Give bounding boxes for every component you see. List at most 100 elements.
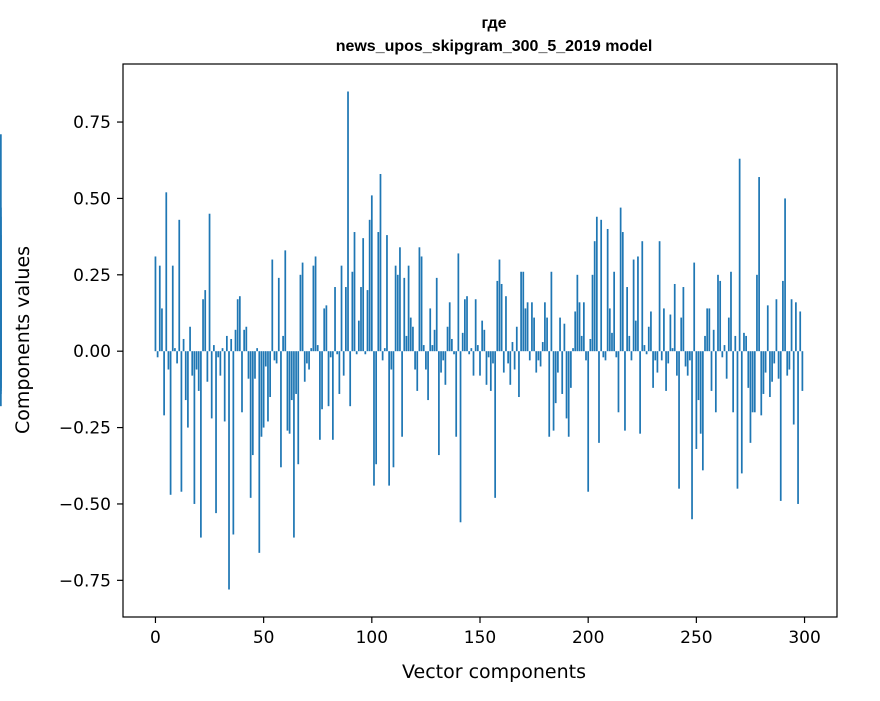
bar xyxy=(288,351,291,434)
bar xyxy=(502,351,505,373)
bar xyxy=(323,308,326,352)
bar xyxy=(238,296,241,352)
bar xyxy=(697,351,700,401)
bar xyxy=(357,320,360,352)
bar xyxy=(658,241,661,352)
bar xyxy=(676,351,678,376)
bar xyxy=(370,195,373,352)
bar xyxy=(539,351,542,367)
bar xyxy=(522,271,525,352)
bar xyxy=(520,271,522,352)
bar xyxy=(628,335,631,352)
bar xyxy=(442,351,445,361)
bar xyxy=(156,351,159,358)
bar xyxy=(290,351,293,401)
x-tick-label: 0 xyxy=(150,628,161,648)
bar xyxy=(286,351,289,431)
bar xyxy=(723,345,726,352)
bar xyxy=(736,351,739,489)
bar xyxy=(213,345,215,352)
bar xyxy=(710,351,713,391)
bar xyxy=(429,308,432,352)
bar xyxy=(215,351,217,514)
bar xyxy=(637,256,639,352)
bar xyxy=(747,351,750,388)
bar xyxy=(347,91,349,352)
bar xyxy=(219,351,222,376)
bar xyxy=(528,351,531,361)
bar xyxy=(600,219,603,352)
bar xyxy=(591,274,594,352)
bar xyxy=(632,259,635,352)
bar xyxy=(306,351,308,364)
bar xyxy=(693,262,696,352)
bar xyxy=(448,302,451,352)
bar xyxy=(509,351,512,385)
bar xyxy=(704,335,706,352)
bar xyxy=(489,351,492,391)
bar xyxy=(764,351,767,373)
x-axis-ticks: 0 50 100 150 200 250 300 xyxy=(150,617,821,648)
bar xyxy=(570,351,572,388)
bar xyxy=(691,351,693,520)
bar xyxy=(487,351,490,358)
bar-series xyxy=(0,91,804,590)
bar xyxy=(282,335,284,352)
bar xyxy=(392,351,395,468)
bar xyxy=(652,351,654,388)
bar xyxy=(572,348,574,352)
bar xyxy=(561,351,564,394)
bar xyxy=(511,342,514,352)
bar xyxy=(427,351,429,401)
bar xyxy=(466,296,468,352)
bar xyxy=(667,351,670,364)
bar xyxy=(463,299,466,352)
bar xyxy=(641,241,644,352)
x-tick-label: 250 xyxy=(680,628,712,648)
bar xyxy=(665,351,667,391)
bar xyxy=(784,198,786,352)
bar xyxy=(740,351,743,474)
bar xyxy=(461,332,464,352)
y-tick-label: 0.50 xyxy=(73,189,111,209)
bar xyxy=(738,158,741,352)
bar xyxy=(171,265,174,352)
bar xyxy=(701,351,704,471)
bar xyxy=(314,256,317,352)
x-tick-label: 100 xyxy=(356,628,388,648)
bar xyxy=(656,351,659,373)
bar xyxy=(756,274,758,352)
bar xyxy=(273,351,276,361)
bar xyxy=(433,329,436,352)
bar xyxy=(403,277,406,352)
bar xyxy=(256,348,259,352)
bar xyxy=(730,271,732,352)
bar xyxy=(760,351,763,416)
bar xyxy=(381,351,384,361)
bar xyxy=(340,265,343,352)
bar xyxy=(308,351,310,370)
bar xyxy=(615,351,618,358)
bar xyxy=(197,351,200,391)
bar xyxy=(405,335,408,352)
bar xyxy=(416,351,419,391)
bar xyxy=(267,351,269,422)
bar xyxy=(593,241,596,352)
bar xyxy=(396,274,399,352)
bar xyxy=(624,351,626,431)
bar xyxy=(191,351,194,376)
bar xyxy=(284,250,287,352)
bar xyxy=(394,265,397,352)
bar xyxy=(578,302,581,352)
bar xyxy=(505,296,507,352)
bar xyxy=(182,338,185,352)
bar xyxy=(312,265,315,352)
bar xyxy=(187,351,189,428)
bar xyxy=(745,335,747,352)
bar xyxy=(368,219,371,352)
bar xyxy=(643,345,646,352)
bar xyxy=(321,351,323,410)
bar xyxy=(513,351,516,370)
bar xyxy=(727,317,730,352)
y-tick-label: 0.75 xyxy=(73,113,111,133)
